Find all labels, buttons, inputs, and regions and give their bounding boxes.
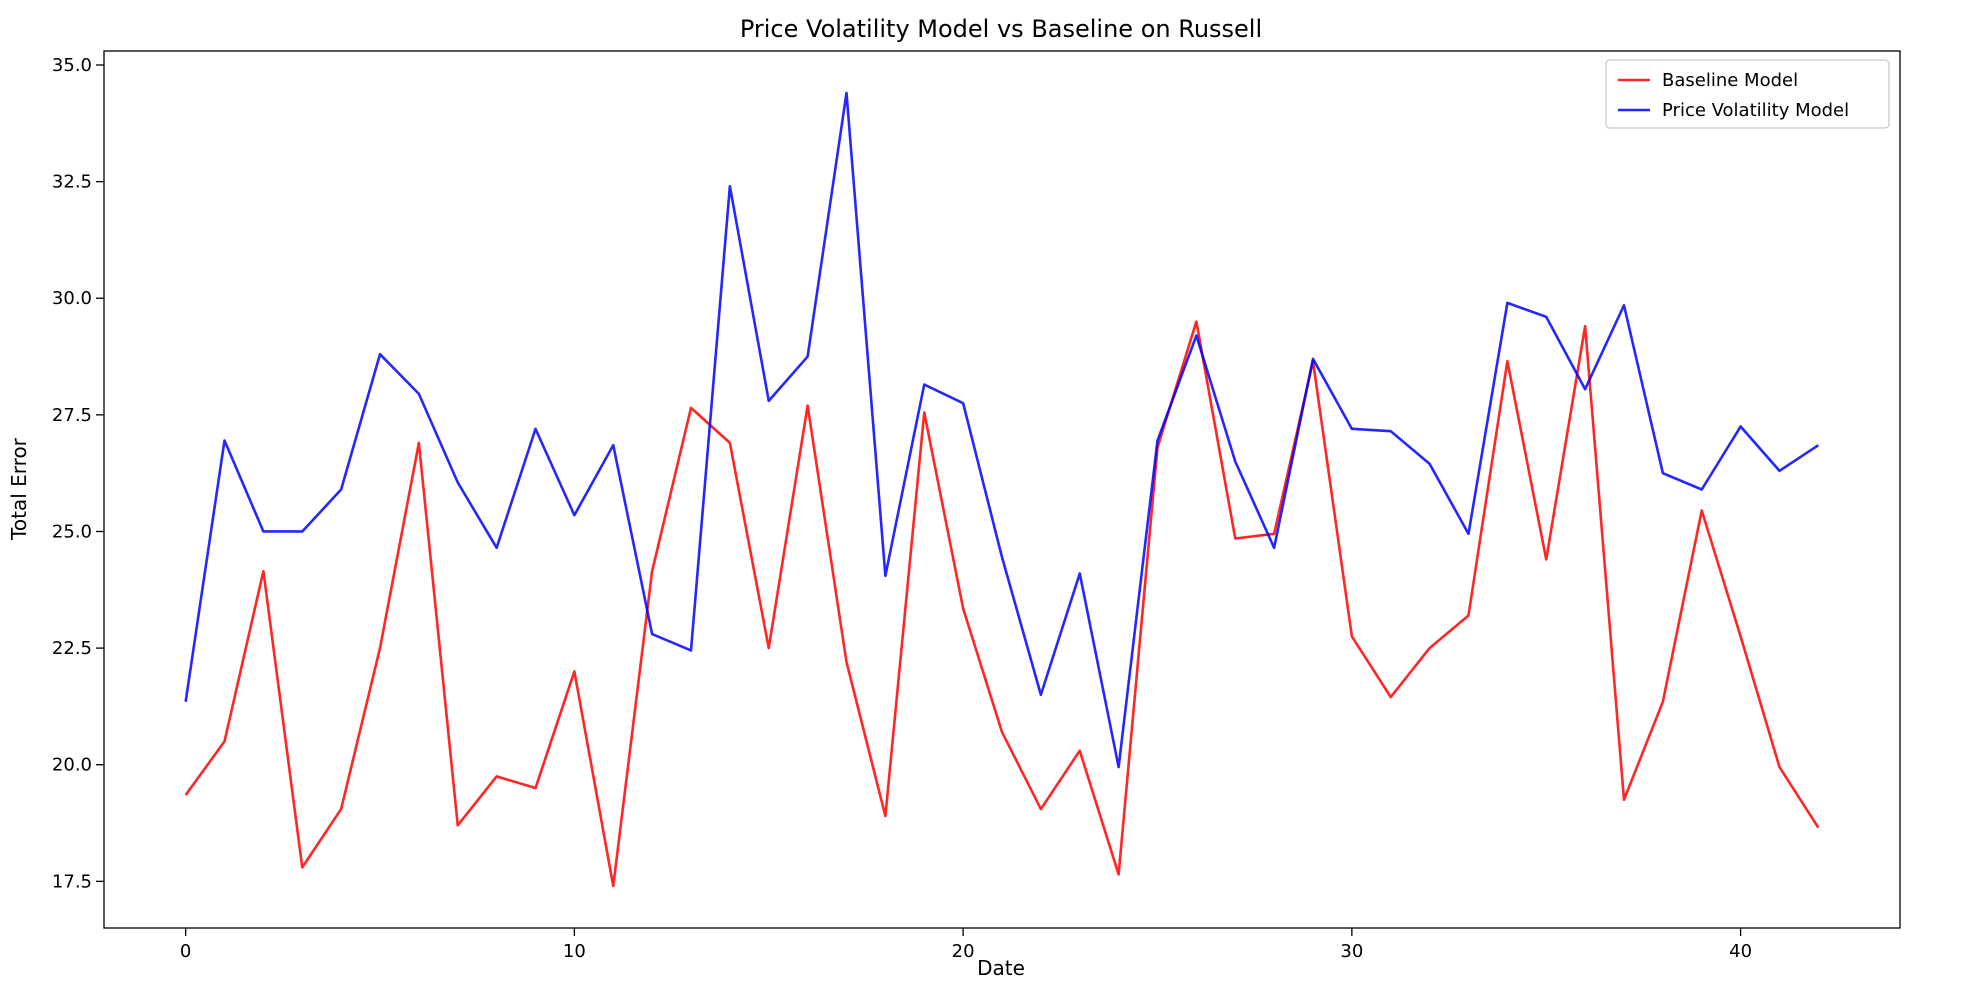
plot-frame [103, 50, 1901, 929]
x-tick-label: 30 [1340, 941, 1363, 962]
legend-box [1605, 59, 1890, 129]
y-tick-label: 22.5 [52, 638, 92, 659]
y-tick-label: 35.0 [52, 55, 92, 76]
x-tick-label: 20 [952, 941, 975, 962]
y-tick-label: 25.0 [52, 521, 92, 542]
legend-label-2: Price Volatility Model [1662, 100, 1849, 121]
y-tick-label: 20.0 [52, 755, 92, 776]
y-tick-label: 17.5 [52, 871, 92, 892]
series-line-2 [184, 91, 1820, 769]
chart-title: Price Volatility Model vs Baseline on Ru… [740, 15, 1262, 43]
y-axis-label: Total Error [7, 437, 31, 541]
y-tick-label: 32.5 [52, 172, 92, 193]
legend-label-1: Baseline Model [1662, 70, 1798, 91]
y-tick-label: 27.5 [52, 405, 92, 426]
x-tick-label: 40 [1729, 941, 1752, 962]
y-tick-label: 30.0 [52, 288, 92, 309]
x-tick-label: 10 [563, 941, 586, 962]
x-tick-label: 0 [180, 941, 191, 962]
x-axis-label: Date [977, 956, 1025, 980]
series-line-1 [184, 320, 1820, 888]
plot-area: 0 10 20 30 40 17.5 20.0 22.5 25.0 27.5 30.0 32.5 35.… [52, 50, 1901, 962]
